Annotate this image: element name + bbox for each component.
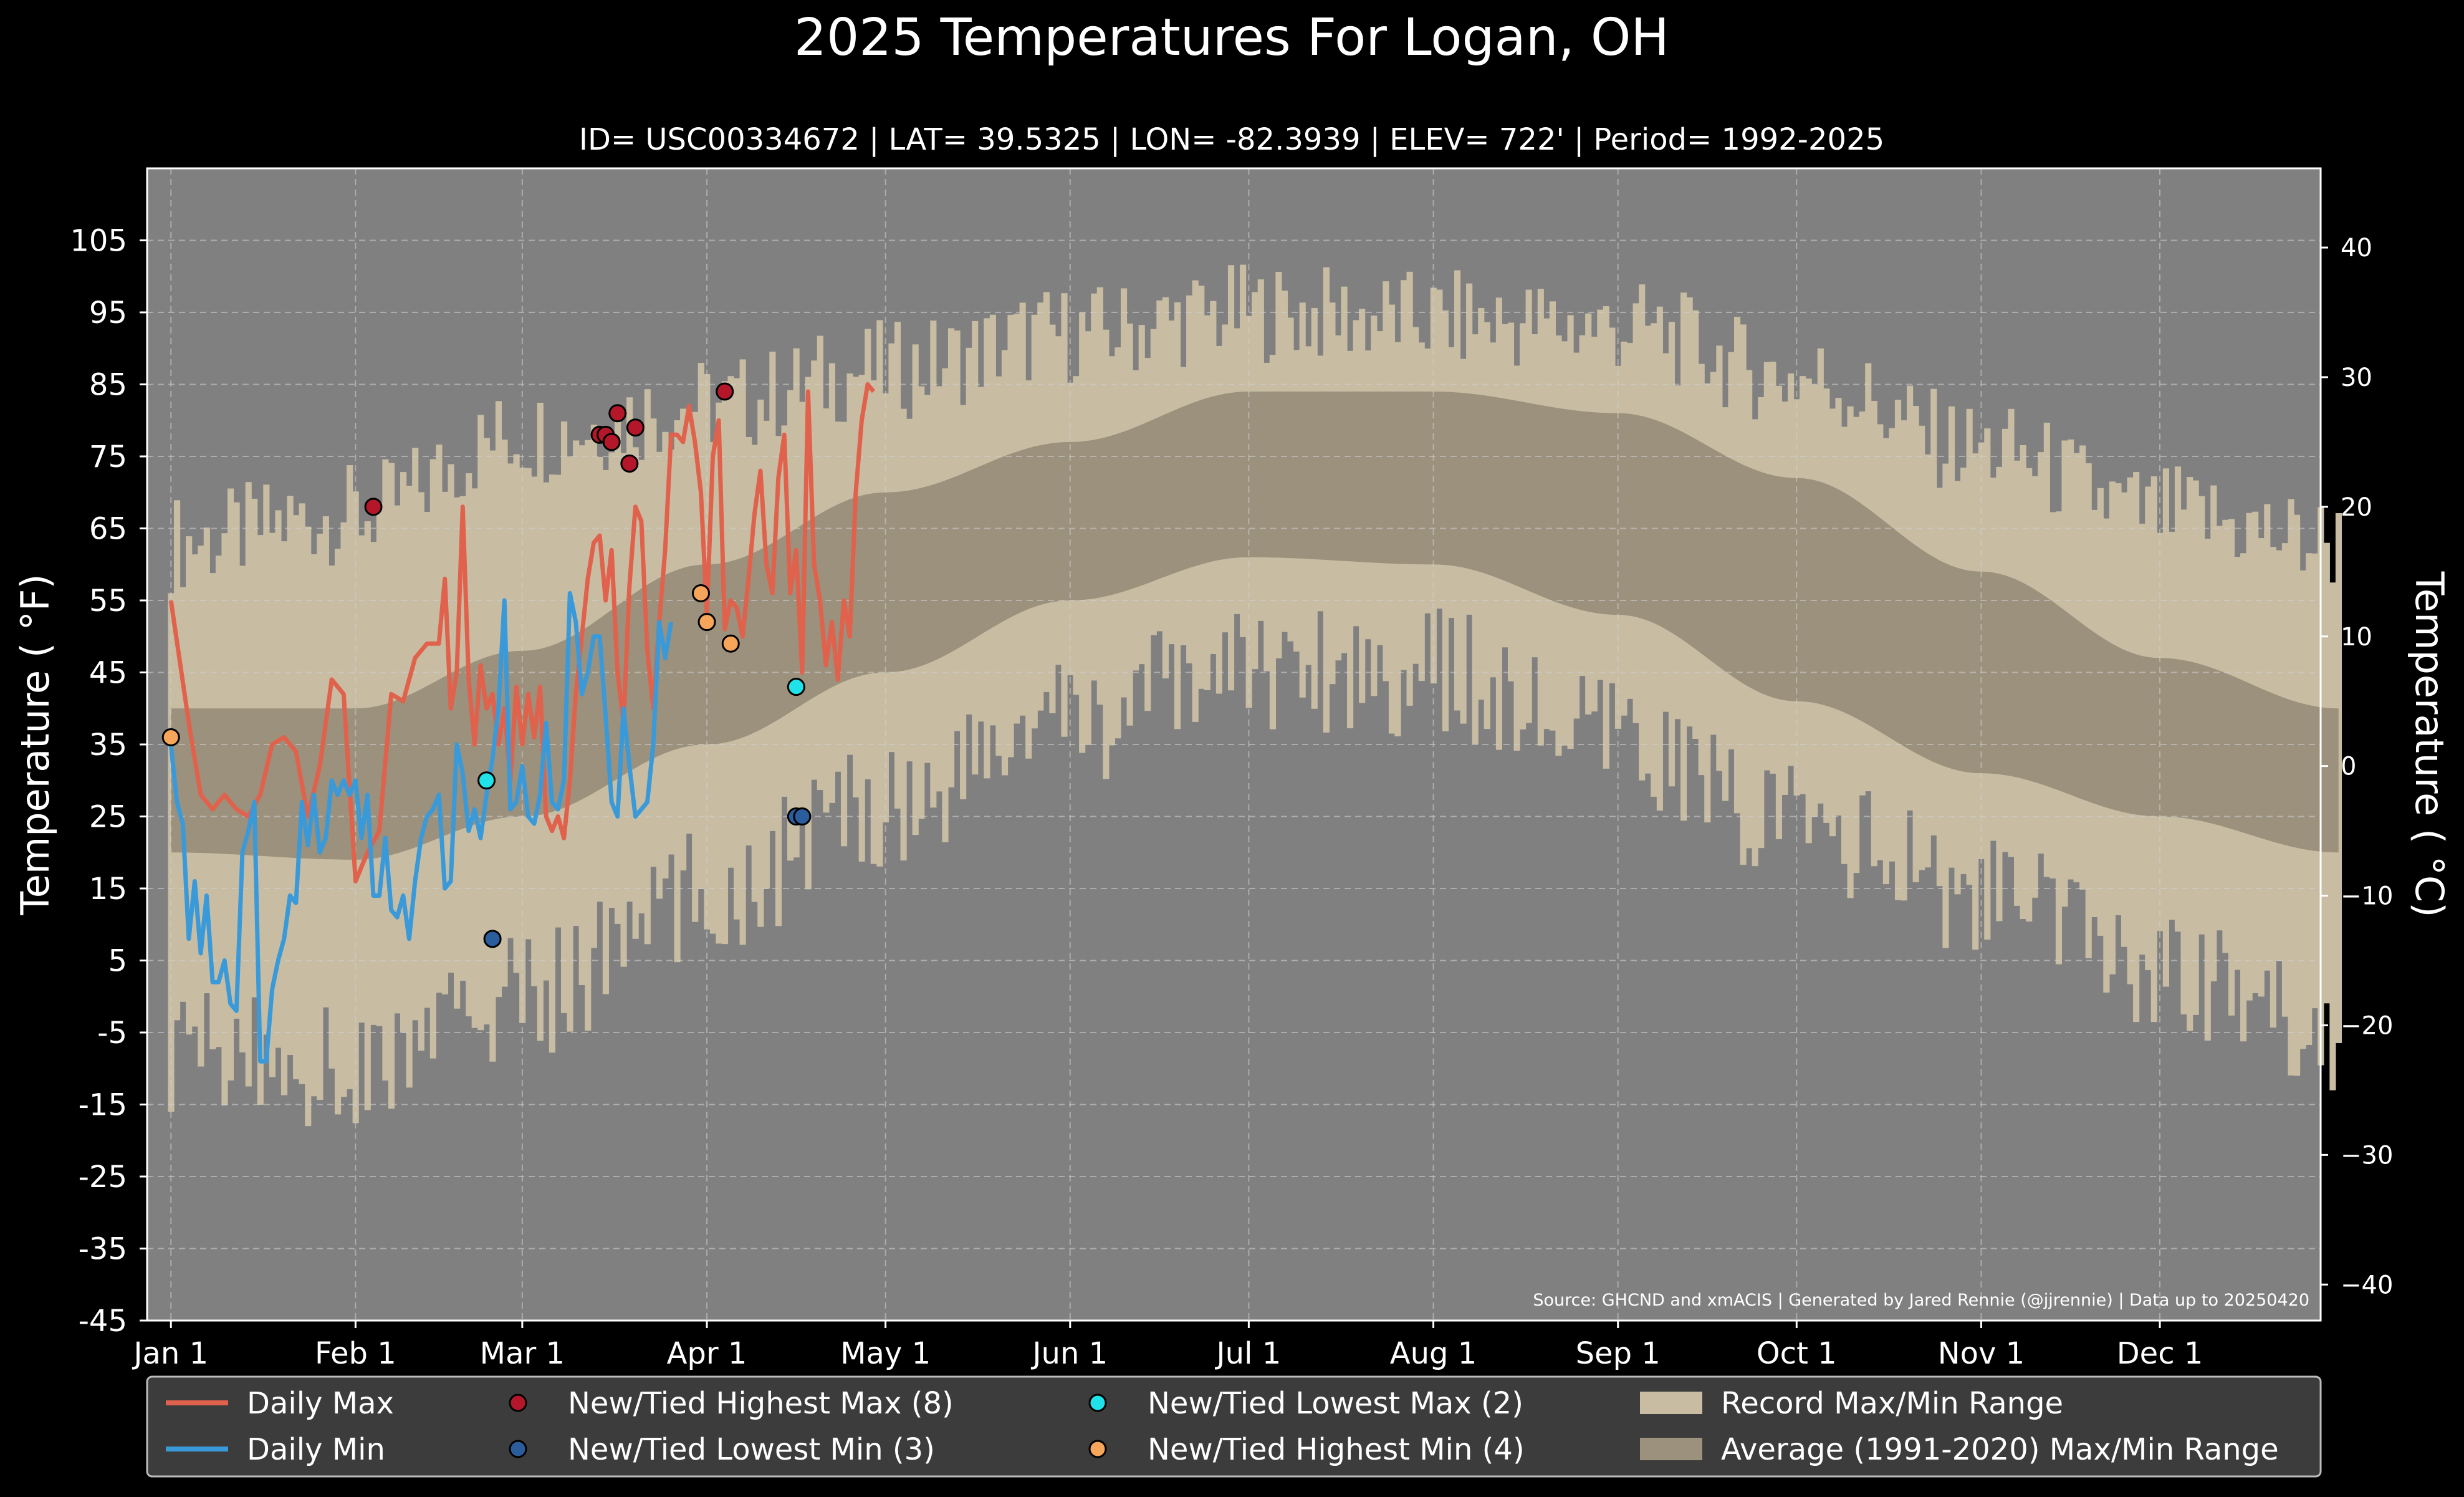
x-tick-label: Apr 1 [667, 1336, 747, 1371]
y-axis-label-left: Temperature ( °F) [12, 574, 58, 915]
legend-box-swatch [1640, 1438, 1702, 1460]
record-marker [626, 418, 645, 437]
y-tick-label-left: -5 [97, 1016, 127, 1051]
legend-label: New/Tied Lowest Min (3) [568, 1432, 935, 1467]
legend-dot-swatch [509, 1394, 527, 1412]
legend-label: New/Tied Highest Max (8) [568, 1386, 954, 1421]
y-tick-label-left: 95 [89, 296, 127, 330]
record-marker [602, 433, 621, 451]
record-marker [793, 807, 812, 826]
y-tick-label-left: -35 [79, 1232, 127, 1267]
x-tick-label: Jul 1 [1215, 1336, 1282, 1371]
record-marker [721, 634, 740, 653]
record-range-bar [2335, 513, 2342, 1043]
record-marker [608, 404, 627, 423]
y-tick-label-left: -25 [79, 1160, 127, 1195]
x-axis: Jan 1 Feb 1 Mar 1 Apr 1 May 1 Jun 1 Jul 1 Aug 1… [132, 1321, 2203, 1371]
legend-label: Average (1991-2020) Max/Min Range [1721, 1432, 2279, 1467]
legend-label: New/Tied Lowest Max (2) [1148, 1386, 1523, 1421]
x-tick-label: Jun 1 [1030, 1336, 1108, 1371]
plot-area: Source: GHCND and xmACIS | Generated by … [146, 167, 2342, 1322]
chart-title: 2025 Temperatures For Logan, OH [794, 8, 1669, 67]
y-tick-label-right: −40 [2341, 1271, 2393, 1299]
daily-max-line [168, 382, 876, 883]
record-markers [161, 382, 812, 948]
y-tick-label-left: 5 [108, 944, 127, 979]
y-axis-label-right: Temperature ( °C) [2407, 571, 2452, 918]
y-tick-label-right: −10 [2341, 882, 2393, 911]
record-marker [787, 678, 805, 696]
y-tick-label-left: 55 [89, 584, 127, 619]
record-marker [364, 498, 383, 516]
daily-min-line [168, 591, 674, 1064]
y-tick-label-right: 20 [2341, 493, 2372, 522]
record-marker [716, 382, 734, 401]
x-tick-label: Nov 1 [1938, 1336, 2025, 1371]
legend-box-swatch [1640, 1392, 1702, 1414]
y-tick-label-left: 105 [70, 224, 127, 259]
record-marker [697, 613, 716, 632]
y-tick-label-left: 35 [89, 728, 127, 763]
x-tick-label: May 1 [840, 1336, 931, 1371]
record-marker [483, 930, 502, 948]
y-tick-label-right: −30 [2341, 1141, 2393, 1170]
legend-label: Daily Min [247, 1432, 385, 1467]
x-tick-label: Aug 1 [1390, 1336, 1477, 1371]
x-tick-label: Dec 1 [2117, 1336, 2203, 1371]
y-tick-label-left: -15 [79, 1088, 127, 1123]
x-tick-label: Mar 1 [480, 1336, 565, 1371]
x-tick-label: Feb 1 [315, 1336, 396, 1371]
x-tick-label: Sep 1 [1576, 1336, 1661, 1371]
y-tick-label-right: 40 [2341, 234, 2372, 262]
x-tick-label: Oct 1 [1757, 1336, 1837, 1371]
record-marker [691, 584, 710, 602]
legend-dot-swatch [509, 1440, 527, 1458]
y-tick-label-left: 15 [89, 872, 127, 907]
legend-dot-swatch [1088, 1394, 1107, 1412]
y-axis-right: 40 30 20 10 0 −10 −20 −30 −40 [2321, 234, 2393, 1299]
y-tick-label-left: 45 [89, 656, 127, 691]
y-tick-label-left: 25 [89, 800, 127, 835]
y-tick-label-left: 65 [89, 512, 127, 547]
legend-label: New/Tied Highest Min (4) [1148, 1432, 1525, 1467]
y-tick-label-left: 85 [89, 368, 127, 403]
y-tick-label-left: -45 [79, 1304, 127, 1339]
record-marker [161, 728, 180, 746]
record-marker [620, 455, 639, 473]
legend-label: Record Max/Min Range [1721, 1386, 2063, 1421]
source-note: Source: GHCND and xmACIS | Generated by … [1533, 1291, 2309, 1310]
y-tick-label-right: 10 [2341, 623, 2372, 652]
y-tick-label-left: 75 [89, 440, 127, 474]
legend-box [146, 1375, 2322, 1478]
chart-subtitle: ID= USC00334672 | LAT= 39.5325 | LON= -8… [579, 122, 1884, 157]
legend: Daily Max New/Tied Highest Max (8) New/Tie… [146, 1375, 2322, 1478]
y-axis-left: 105 95 85 75 65 55 45 35 25 15 5 -5 -15 -25 -35 -45 [70, 168, 148, 1339]
legend-dot-swatch [1088, 1440, 1107, 1458]
legend-label: Daily Max [247, 1386, 394, 1421]
record-marker [477, 771, 496, 790]
y-tick-label-right: 0 [2341, 753, 2356, 781]
y-tick-label-right: 30 [2341, 363, 2372, 392]
y-tick-label-right: −20 [2341, 1011, 2393, 1040]
x-tick-label: Jan 1 [132, 1336, 208, 1371]
